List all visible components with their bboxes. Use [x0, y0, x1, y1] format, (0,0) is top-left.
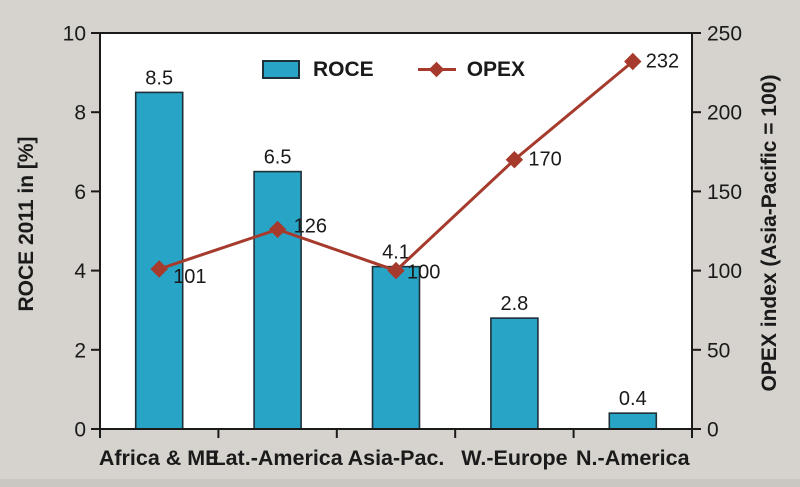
right-axis-tick-label: 100: [707, 260, 742, 283]
legend-item-roce: ROCE: [262, 59, 374, 80]
bottom-edge-shadow: [0, 479, 800, 487]
opex-value-label: 101: [173, 266, 206, 288]
left-axis-tick-label: 4: [74, 260, 86, 283]
opex-value-label: 100: [407, 262, 440, 284]
left-axis-tick-label: 0: [74, 419, 86, 442]
opex-diamond-line-icon: [417, 61, 456, 77]
roce-bar-value-label: 0.4: [619, 388, 647, 410]
chart-generated-content: 8.56.54.12.80.40246810050100150200250Afr…: [63, 23, 742, 471]
roce-bar: [253, 170, 302, 430]
roce-bar: [608, 412, 658, 430]
right-axis-tick-label: 50: [707, 339, 730, 362]
right-axis-tick-label: 0: [707, 419, 719, 442]
opex-marker: [150, 260, 168, 278]
right-axis-tick-label: 250: [707, 23, 742, 46]
opex-marker: [624, 52, 642, 71]
left-axis-tick-label: 2: [74, 339, 86, 362]
opex-marker: [268, 220, 287, 239]
roce-bar-value-label: 6.5: [264, 147, 292, 169]
opex-diamond-icon: [428, 61, 445, 77]
legend-label-roce: ROCE: [313, 57, 374, 81]
roce-bar-value-label: 8.5: [145, 67, 173, 89]
opex-value-label: 126: [294, 215, 327, 237]
roce-bar-value-label: 4.1: [382, 242, 410, 264]
left-axis-title: ROCE 2011 in [%]: [15, 136, 38, 311]
roce-bar: [371, 265, 421, 430]
legend-label-opex: OPEX: [466, 57, 526, 81]
roce-bar-swatch-icon: [262, 59, 300, 79]
roce-bar: [490, 317, 539, 430]
right-axis-tick-label: 200: [707, 102, 742, 125]
x-category-label: Africa & ME: [99, 446, 220, 470]
opex-value-label: 170: [528, 149, 561, 171]
x-category-label: Asia-Pac.: [348, 446, 445, 470]
right-axis-tick-label: 150: [707, 181, 742, 204]
right-axis-title: OPEX index (Asia-Pacific = 100): [758, 75, 781, 392]
x-category-label: N.-America: [576, 446, 691, 470]
opex-marker: [505, 151, 524, 169]
x-category-label: Lat.-America: [212, 446, 343, 470]
legend: ROCE OPEX: [262, 56, 525, 82]
opex-marker: [387, 261, 405, 280]
opex-value-label: 232: [646, 51, 679, 73]
roce-bar-value-label: 2.8: [500, 293, 528, 315]
left-axis-tick-label: 8: [74, 102, 86, 125]
left-axis-tick-label: 6: [74, 181, 86, 204]
legend-item-opex: OPEX: [417, 57, 526, 81]
x-category-label: W.-Europe: [461, 446, 567, 470]
left-axis-tick-label: 10: [63, 23, 86, 46]
